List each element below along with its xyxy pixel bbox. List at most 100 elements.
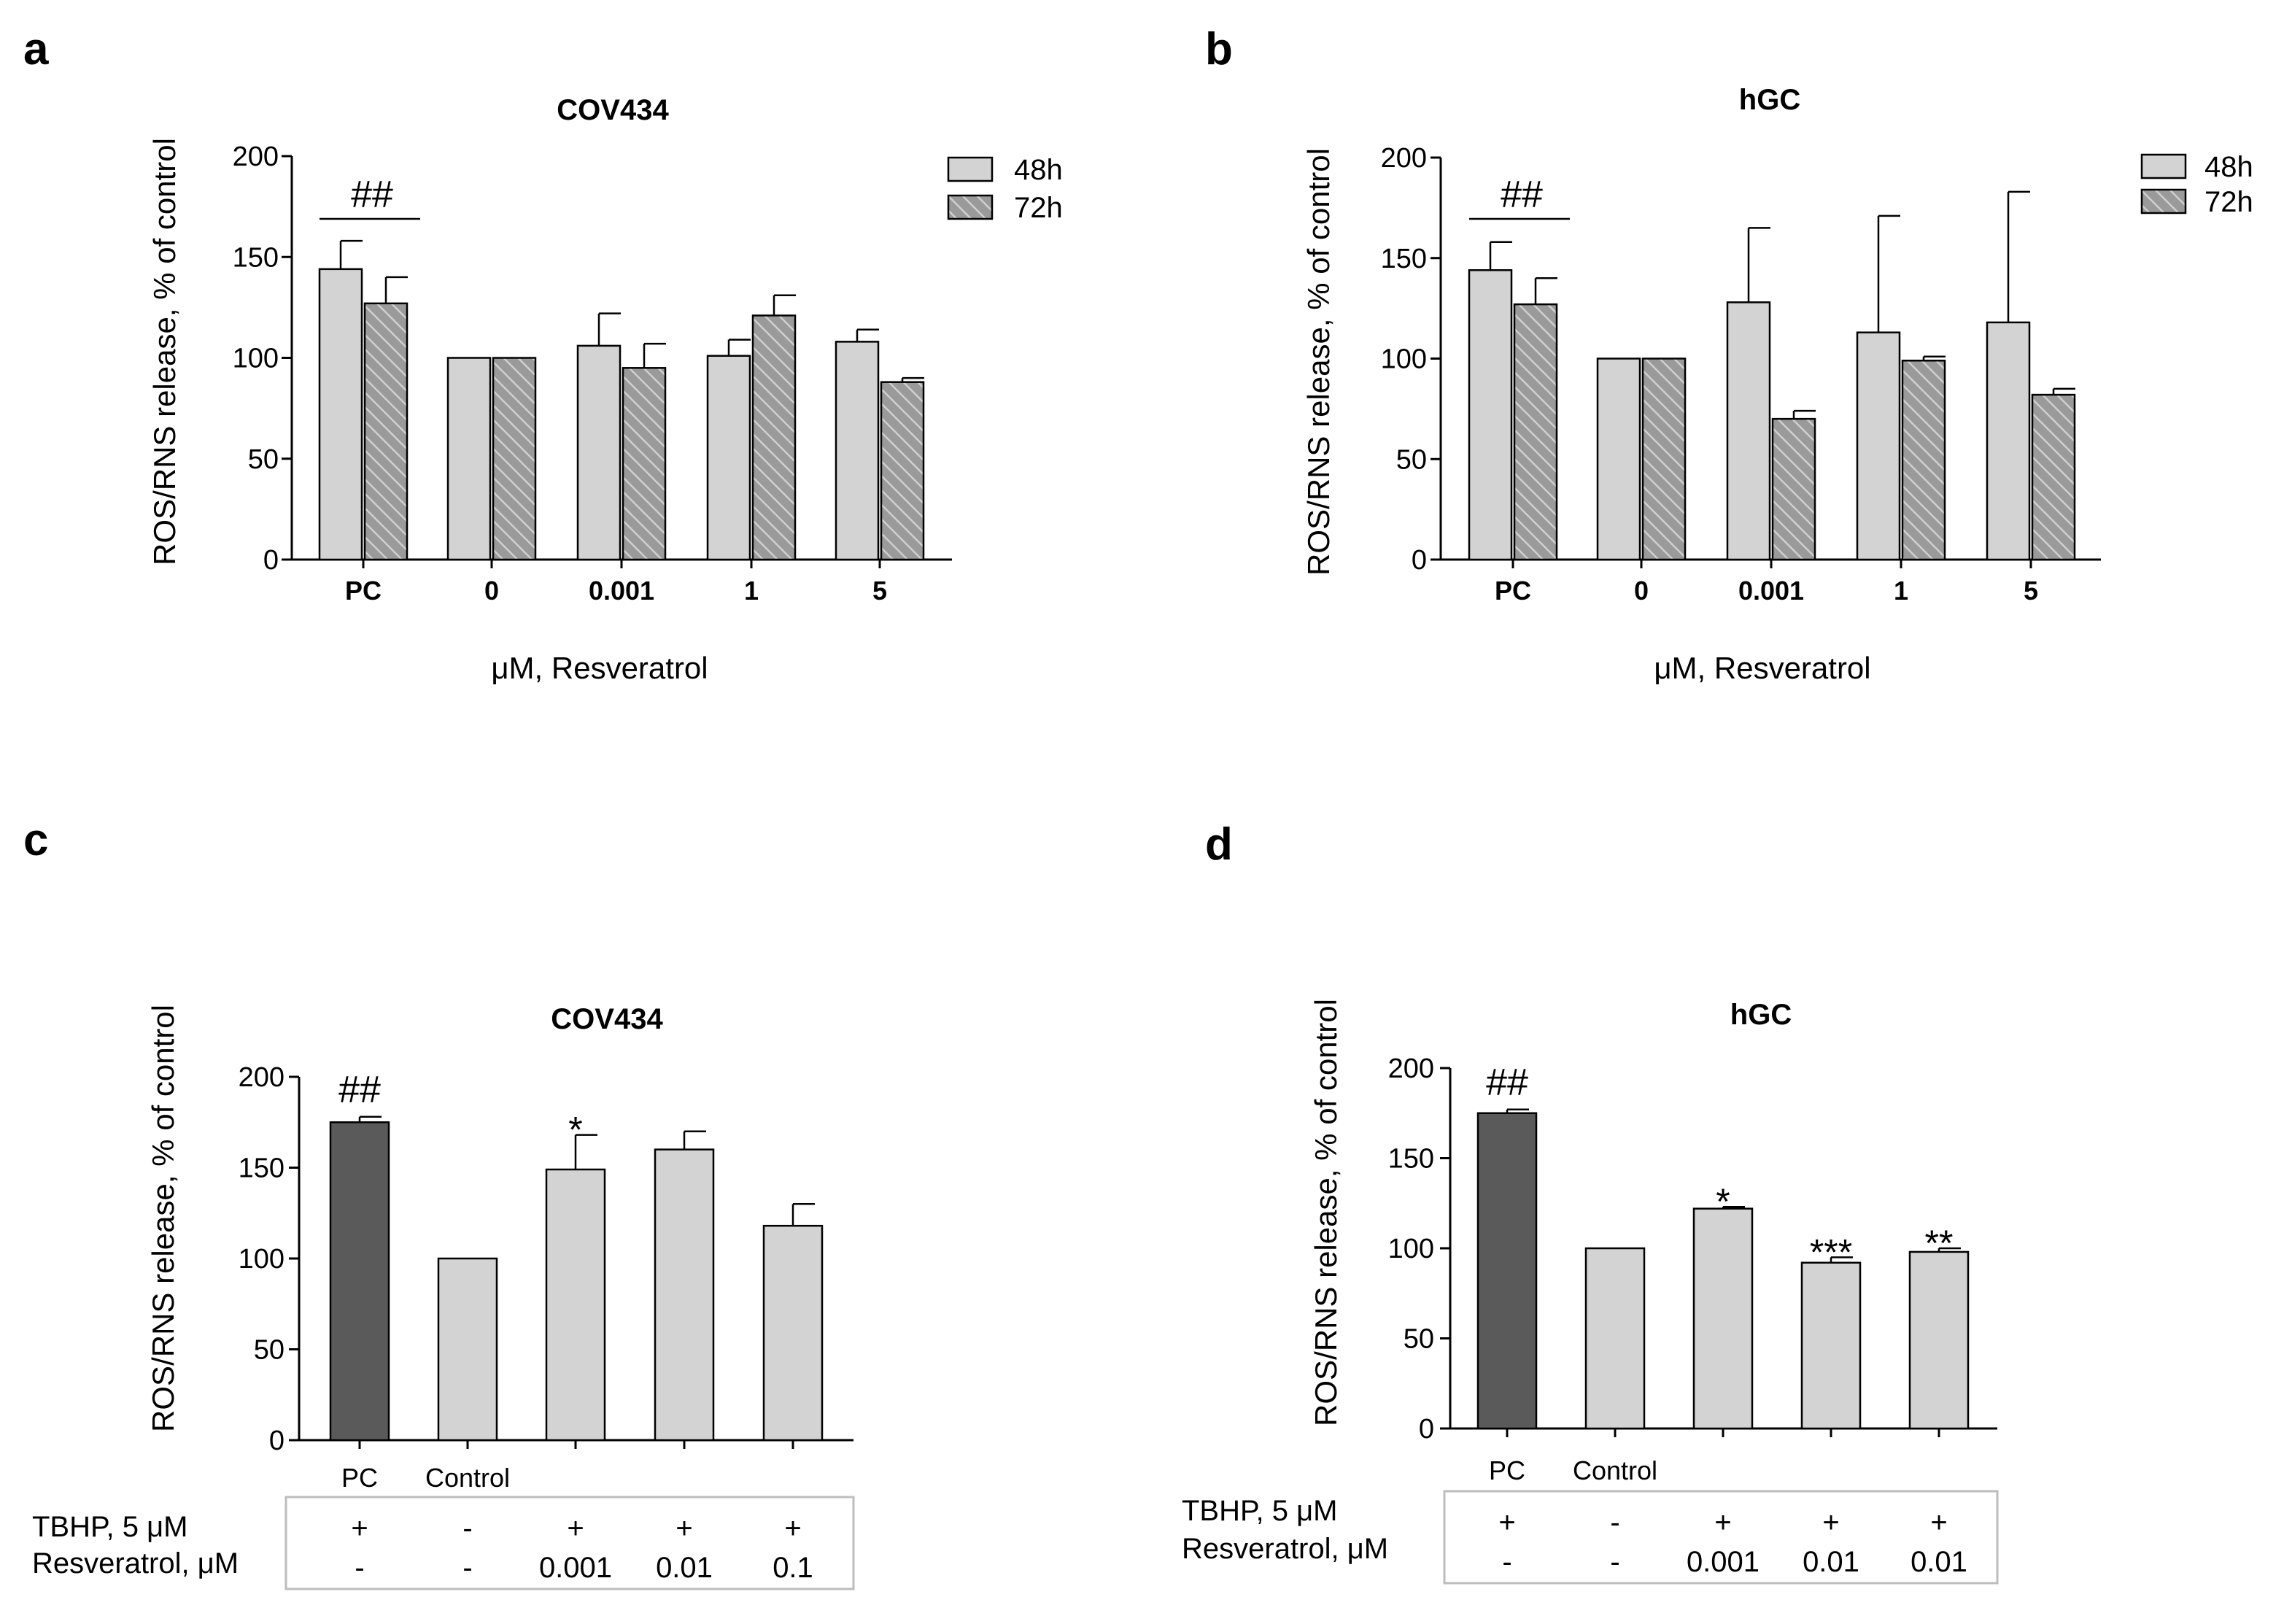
x-tick-label-c: PC (341, 1463, 378, 1493)
bar-d (1476, 1112, 1538, 1430)
x-tick-label-c: Control (425, 1463, 510, 1493)
x-tick-label-a: 5 (872, 576, 887, 606)
bar-72h-b (1513, 303, 1558, 561)
bar-72h-b (1641, 357, 1687, 561)
panel-letter-c: c (23, 815, 48, 865)
bar-48h-b (1596, 357, 1641, 561)
condition-values-c: + - + + + - - 0.001 0.01 0.1 (351, 1512, 813, 1584)
panel-letter-a: a (23, 24, 49, 74)
condition-table-d: TBHP, 5 μM Resveratrol, μM + - + + + - - 0.001 0… (1182, 1490, 1999, 1585)
bar-72h-a (880, 381, 925, 561)
resveratrol-value-c: - (355, 1552, 364, 1584)
y-tick-label-c: 50 (254, 1335, 284, 1366)
row-label-tbhp-c: TBHP, 5 μM (32, 1511, 187, 1543)
y-tick-label-b: 0 (1412, 545, 1427, 576)
y-tick-label-b: 200 (1381, 143, 1427, 174)
bar-72h-a (492, 357, 537, 561)
bar-d (1584, 1247, 1646, 1430)
y-axis-title-c: ROS/RNS release, % of control (146, 1005, 180, 1432)
legend-swatch-48h-b (2140, 153, 2187, 179)
legend-a: 48h 72h (947, 154, 1063, 224)
bar-48h-a (706, 355, 751, 561)
y-tick-label-c: 0 (269, 1426, 284, 1456)
tbhp-value-c: - (462, 1512, 472, 1544)
bar-48h-a (576, 344, 622, 561)
panel-letter-d: d (1205, 819, 1233, 870)
bar-72h-b (2031, 393, 2076, 561)
x-tick-label-b: PC (1495, 576, 1531, 606)
condition-box-c (284, 1496, 855, 1590)
significance-marker-d: ** (1925, 1223, 1954, 1264)
x-tick-label-b: 5 (2024, 576, 2038, 606)
x-tick-label-d: PC (1489, 1455, 1525, 1485)
condition-table-c: TBHP, 5 μM Resveratrol, μM + - + + + - - 0.001 0… (32, 1496, 855, 1590)
significance-marker-d: * (1716, 1181, 1730, 1222)
x-axis-title-b: μM, Resveratrol (1654, 651, 1870, 685)
resveratrol-value-c: 0.001 (539, 1552, 612, 1584)
bar-48h-b (1468, 269, 1513, 561)
bar-c (654, 1148, 715, 1442)
bar-72h-a (622, 367, 667, 561)
legend-label-72h-a: 72h (1014, 192, 1063, 224)
y-tick-label-c: 150 (239, 1153, 284, 1184)
y-tick-label-d: 200 (1388, 1053, 1434, 1084)
legend-label-48h-b: 48h (2204, 151, 2253, 183)
bar-d (1692, 1207, 1754, 1430)
bar-c (762, 1224, 824, 1442)
bar-48h-a (446, 357, 492, 561)
chart-title-c: COV434 (551, 1003, 663, 1035)
y-axis-title-b: ROS/RNS release, % of control (1301, 148, 1336, 576)
condition-box-d (1443, 1490, 1999, 1585)
tbhp-value-d: + (1930, 1507, 1947, 1539)
legend-label-72h-b: 72h (2204, 186, 2253, 218)
y-tick-label-a: 50 (248, 444, 279, 475)
y-tick-label-d: 50 (1404, 1324, 1434, 1355)
condition-values-d: + - + + + - - 0.001 0.01 0.01 (1498, 1507, 1967, 1578)
resveratrol-value-d: 0.01 (1911, 1546, 1967, 1578)
bar-72h-a (751, 314, 797, 561)
annotation-text-b: ## (1501, 174, 1543, 216)
panel-c: c COV434 ROS/RNS release, % of control 0… (23, 815, 855, 1590)
chart-title-a: COV434 (557, 94, 669, 126)
tbhp-value-d: + (1822, 1507, 1839, 1539)
panel-a: a COV434 ROS/RNS release, % of control μ… (23, 24, 1063, 685)
y-tick-label-b: 50 (1396, 444, 1427, 475)
tbhp-value-c: + (784, 1512, 801, 1544)
bar-72h-b (1771, 417, 1816, 561)
x-tick-label-a: 0 (484, 576, 499, 606)
panel-letter-b: b (1205, 24, 1233, 74)
x-axis-title-a: μM, Resveratrol (491, 651, 708, 685)
legend-swatch-72h-a (947, 194, 994, 220)
bar-48h-b (1986, 321, 2031, 561)
y-tick-label-b: 100 (1381, 344, 1427, 375)
significance-marker-c: * (568, 1110, 582, 1151)
tbhp-value-c: + (675, 1512, 692, 1544)
tbhp-value-c: + (351, 1512, 368, 1544)
significance-marker-d: ## (1486, 1062, 1528, 1104)
significance-marker-d: *** (1810, 1231, 1852, 1272)
plot-area-a: 0 50 100 150 200 PC 0 0.001 1 5 ## (233, 142, 952, 606)
x-tick-label-a: PC (345, 576, 382, 606)
bar-c (329, 1121, 390, 1442)
x-tick-label-d: Control (1573, 1455, 1657, 1485)
panel-d: d hGC ROS/RNS release, % of control 0 50 1… (1182, 819, 1999, 1585)
y-tick-label-c: 100 (239, 1244, 284, 1275)
y-tick-label-b: 150 (1381, 244, 1427, 274)
x-tick-label-b: 0 (1634, 576, 1649, 606)
resveratrol-value-c: 0.1 (773, 1552, 813, 1584)
x-tick-label-a: 1 (744, 576, 759, 606)
y-tick-label-a: 150 (233, 242, 279, 273)
row-label-tbhp-d: TBHP, 5 μM (1182, 1495, 1337, 1527)
y-tick-label-d: 150 (1388, 1144, 1434, 1175)
chart-title-d: hGC (1730, 999, 1792, 1031)
y-tick-label-d: 100 (1388, 1234, 1434, 1264)
bar-d (1800, 1261, 1862, 1430)
plot-area-b: 0 50 100 150 200 PC 0 0.001 1 5 ## (1381, 143, 2101, 606)
x-tick-label-b: 1 (1894, 576, 1908, 606)
bar-48h-b (1856, 331, 1901, 561)
tbhp-value-c: + (567, 1512, 584, 1544)
x-tick-label-a: 0.001 (589, 576, 654, 606)
resveratrol-value-d: 0.01 (1803, 1546, 1859, 1578)
resveratrol-value-d: - (1610, 1546, 1619, 1578)
